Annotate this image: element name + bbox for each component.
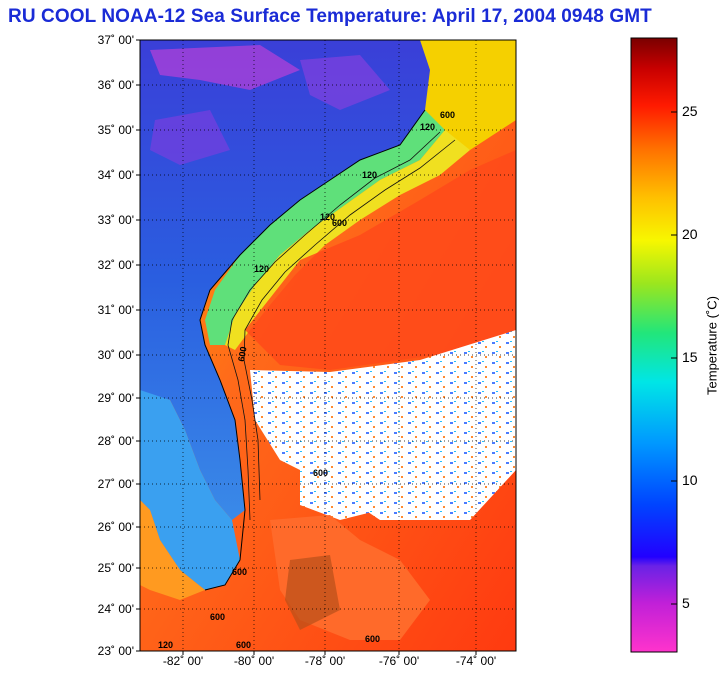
lat-label: 30˚ 00' <box>97 348 134 362</box>
sst-image <box>140 40 516 651</box>
lat-label: 35˚ 00' <box>97 123 134 137</box>
isobath-label: 600 <box>210 612 225 622</box>
lat-label: 34˚ 00' <box>97 168 134 182</box>
lon-label: -76˚ 00' <box>378 654 420 668</box>
lat-label: 26˚ 00' <box>97 520 134 534</box>
lat-label: 37˚ 00' <box>97 33 134 47</box>
land-cold-patch <box>150 110 230 165</box>
isobath-label: 600 <box>236 346 248 363</box>
isobath-label: 120 <box>320 212 335 222</box>
colorbar-tick-label: 20 <box>682 226 698 242</box>
isobath-600 <box>243 139 456 501</box>
map-title: RU COOL NOAA-12 Sea Surface Temperature:… <box>8 6 652 27</box>
land-cold-patch <box>300 55 390 110</box>
lat-label: 36˚ 00' <box>97 78 134 92</box>
bahamas-shallows <box>285 555 340 630</box>
lat-label: 28˚ 00' <box>97 434 134 448</box>
gulf-stream <box>245 150 516 370</box>
isobath-label: 120 <box>158 640 173 650</box>
shelf-edge-band <box>225 130 470 350</box>
colorbar-tick-label: 10 <box>682 472 698 488</box>
isobath-120 <box>227 131 441 521</box>
coastal-shelf-band <box>205 110 445 345</box>
lat-label: 24˚ 00' <box>97 602 134 616</box>
colorbar-axis-title: Temperature (˚C) <box>704 296 720 395</box>
lat-label: 27˚ 00' <box>97 477 134 491</box>
lon-label: -80˚ 00' <box>233 654 275 668</box>
lon-label: -78˚ 00' <box>304 654 346 668</box>
colorbar-tick-label: 5 <box>682 595 690 611</box>
colorbar-tick-label: 15 <box>682 349 698 365</box>
isobath-label: 120 <box>420 122 435 132</box>
lat-label: 33˚ 00' <box>97 213 134 227</box>
isobath-labels: 600 120 120 600 120 120 600 600 600 600 … <box>158 110 455 650</box>
map-ticks <box>136 39 477 655</box>
lon-label: -82˚ 00' <box>162 654 204 668</box>
isobath-label: 600 <box>313 468 328 478</box>
coastline <box>199 109 426 591</box>
isobath-label: 600 <box>365 634 380 644</box>
graticule <box>140 40 516 651</box>
isobath-label: 600 <box>236 640 251 650</box>
colorbar <box>630 37 678 653</box>
lon-label: -74˚ 00' <box>455 654 497 668</box>
gulf-warm-water <box>140 500 205 600</box>
lat-label: 29˚ 00' <box>97 391 134 405</box>
land-cold-patch <box>150 45 300 90</box>
map-frame <box>139 39 517 652</box>
isobath-label: 120 <box>362 170 377 180</box>
lat-label: 31˚ 00' <box>97 303 134 317</box>
lat-label: 25˚ 00' <box>97 561 134 575</box>
colorbar-ticks <box>671 111 677 605</box>
isobath-label: 600 <box>232 567 247 577</box>
isobath-label: 120 <box>254 264 269 274</box>
lat-label: 32˚ 00' <box>97 258 134 272</box>
land-mainland <box>140 40 430 520</box>
shelf-water-north <box>420 40 516 150</box>
isobath-label: 600 <box>440 110 455 120</box>
lat-label: 23˚ 00' <box>97 644 134 658</box>
colorbar-tick-label: 25 <box>682 103 698 119</box>
land-florida <box>140 390 240 590</box>
cloud-cover <box>300 465 380 520</box>
isobath-label: 600 <box>332 218 347 228</box>
